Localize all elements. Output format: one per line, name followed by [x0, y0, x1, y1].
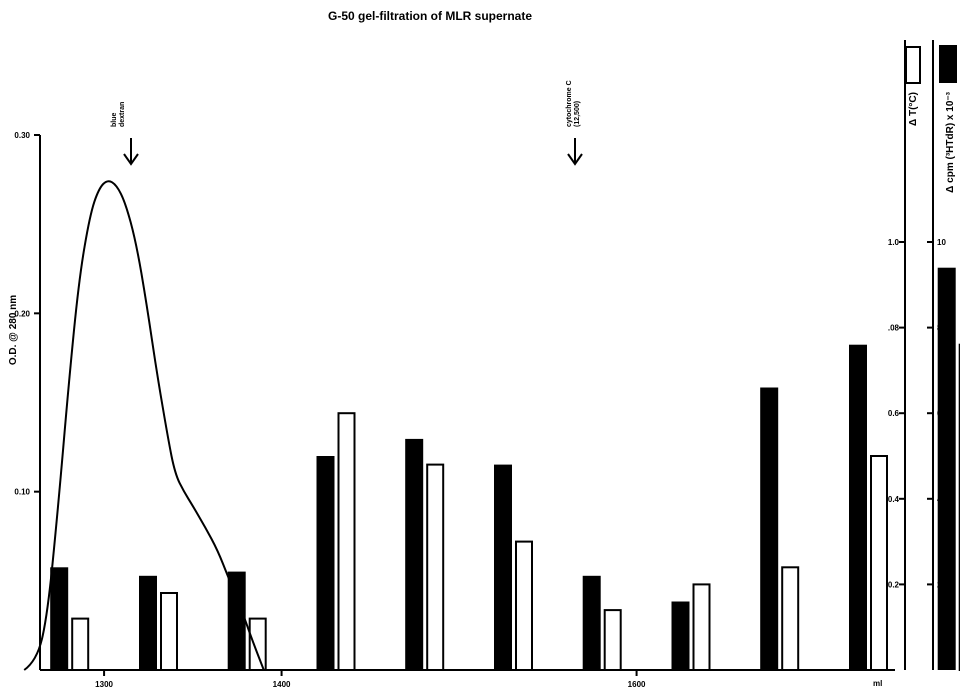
temp-bar	[71, 617, 90, 671]
temp-bar	[692, 583, 711, 672]
legend-cpm-label: Δ cpm (³HTdR) x 10⁻³	[945, 91, 956, 192]
cpm-bar	[494, 464, 512, 670]
cpm-bar	[937, 267, 956, 670]
annotation-cytochrome-line1: cytochrome C	[566, 80, 573, 127]
right-axis-ticks: 0.2 0.4 0.6 .08 1.0 2 4 6 8 10	[888, 238, 947, 589]
annotation-cytochrome-line2: (12,500)	[574, 101, 581, 127]
x-tick-label: 1600	[628, 680, 646, 689]
legend-cpm-swatch	[939, 45, 957, 83]
bars-group	[50, 267, 960, 672]
left-axis-label: O.D. @ 280 nm	[8, 295, 19, 365]
plot-area: 0.100.200.30 13001400160018002000 0.20.4…	[14, 40, 960, 689]
cpm-bar	[671, 601, 690, 670]
cpm-bar	[139, 575, 157, 670]
cpm-bar	[316, 456, 335, 670]
x-axis-ticks: 13001400160018002000	[95, 670, 646, 689]
annotation-cytochrome: cytochrome C (12,500)	[566, 80, 583, 166]
cpm-bar	[50, 567, 69, 670]
left-tick-label: 0.20	[14, 309, 30, 318]
left-tick-label: 0.10	[14, 488, 30, 497]
od-280-curve	[23, 180, 265, 671]
cpm-bar	[582, 575, 601, 670]
cpm-tick-label: 6	[937, 409, 942, 418]
temp-bar	[337, 412, 356, 671]
cpm-bar	[227, 571, 246, 670]
cpm-tick-label: 2	[937, 580, 942, 589]
cpm-tick-label: 10	[937, 238, 946, 247]
arrow-down-icon	[567, 138, 583, 166]
cpm-tick-label: 4	[937, 495, 942, 504]
arrow-down-icon	[123, 138, 139, 166]
annotation-blue-dextran-line1: blue	[111, 113, 118, 127]
cpm-bar	[849, 344, 867, 670]
temp-bar	[515, 540, 533, 671]
x-tick-label: 1300	[95, 680, 113, 689]
legend-temp-swatch	[905, 46, 921, 84]
temp-bar	[781, 566, 800, 671]
temp-bar	[160, 592, 178, 671]
left-tick-label: 0.30	[14, 131, 30, 140]
temp-bar	[870, 455, 888, 671]
temp-bar	[603, 609, 622, 671]
temp-tick-label: 0.4	[888, 495, 900, 504]
legend-temp-label: Δ T(°C)	[908, 92, 919, 126]
cpm-bar	[760, 387, 779, 670]
temp-tick-label: .08	[888, 324, 900, 333]
chart-title: G-50 gel-filtration of MLR supernate	[328, 9, 532, 23]
temp-tick-label: 0.2	[888, 580, 900, 589]
annotation-blue-dextran-line2: dextran	[119, 102, 126, 127]
temp-bar	[426, 463, 445, 671]
annotation-blue-dextran: blue dextran	[111, 102, 139, 166]
x-tick-label: 1400	[273, 680, 291, 689]
cpm-tick-label: 8	[937, 324, 942, 333]
left-axis-ticks: 0.10 0.20 0.30	[14, 131, 40, 497]
temp-bar	[248, 617, 267, 671]
temp-tick-label: 0.6	[888, 409, 900, 418]
temp-tick-label: 1.0	[888, 238, 900, 247]
cpm-bar	[405, 438, 424, 670]
x-axis-unit-label: ml	[873, 679, 882, 688]
